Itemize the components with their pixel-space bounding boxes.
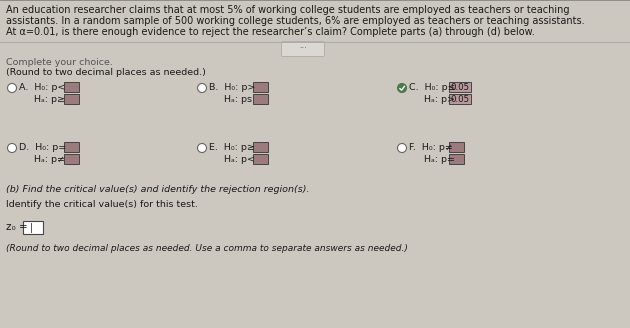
Circle shape — [197, 144, 207, 153]
Text: Hₐ: p=: Hₐ: p= — [409, 155, 455, 165]
Text: 0.05: 0.05 — [450, 95, 469, 105]
Text: F.  H₀: p≠: F. H₀: p≠ — [409, 144, 453, 153]
Circle shape — [197, 84, 207, 92]
Text: (Round to two decimal places as needed. Use a comma to separate answers as neede: (Round to two decimal places as needed. … — [6, 244, 408, 253]
Bar — [23, 221, 43, 234]
Text: 0.05: 0.05 — [450, 84, 469, 92]
Text: (b) Find the critical value(s) and identify the rejection region(s).: (b) Find the critical value(s) and ident… — [6, 185, 309, 194]
Text: An education researcher claims that at most 5% of working college students are e: An education researcher claims that at m… — [6, 5, 570, 15]
Text: Hₐ: p≥: Hₐ: p≥ — [19, 95, 65, 105]
Text: E.  H₀: p≥: E. H₀: p≥ — [209, 144, 255, 153]
Circle shape — [8, 84, 16, 92]
Bar — [253, 154, 268, 164]
Text: Hₐ: p>: Hₐ: p> — [409, 95, 458, 105]
Text: z₀ =: z₀ = — [6, 222, 28, 232]
Bar — [253, 142, 268, 152]
Bar — [449, 154, 464, 164]
Bar — [253, 82, 268, 92]
Text: A.  H₀: p<: A. H₀: p< — [19, 84, 66, 92]
Text: assistants. In a random sample of 500 working college students, 6% are employed : assistants. In a random sample of 500 wo… — [6, 16, 585, 26]
Bar — [449, 94, 471, 104]
Text: C.  H₀: p≤: C. H₀: p≤ — [409, 84, 459, 92]
FancyBboxPatch shape — [282, 42, 324, 56]
Text: B.  H₀: p>: B. H₀: p> — [209, 84, 255, 92]
Circle shape — [398, 84, 406, 92]
Text: (Round to two decimal places as needed.): (Round to two decimal places as needed.) — [6, 68, 206, 77]
Text: Complete your choice.: Complete your choice. — [6, 58, 113, 67]
Bar — [449, 142, 464, 152]
Circle shape — [8, 144, 16, 153]
Circle shape — [398, 144, 406, 153]
Text: Hₐ: p<: Hₐ: p< — [209, 155, 255, 165]
Text: D.  H₀: p=: D. H₀: p= — [19, 144, 66, 153]
Bar — [64, 142, 79, 152]
Bar — [64, 94, 79, 104]
Text: Hₐ: ps: Hₐ: ps — [209, 95, 252, 105]
Bar — [253, 94, 268, 104]
Text: Hₐ: p≠: Hₐ: p≠ — [19, 155, 65, 165]
Bar — [64, 82, 79, 92]
Bar — [449, 82, 471, 92]
Bar — [64, 154, 79, 164]
Text: ···: ··· — [299, 45, 307, 53]
Text: At α=0.01, is there enough evidence to reject the researcher’s claim? Complete p: At α=0.01, is there enough evidence to r… — [6, 27, 535, 37]
Text: Identify the critical value(s) for this test.: Identify the critical value(s) for this … — [6, 200, 198, 209]
